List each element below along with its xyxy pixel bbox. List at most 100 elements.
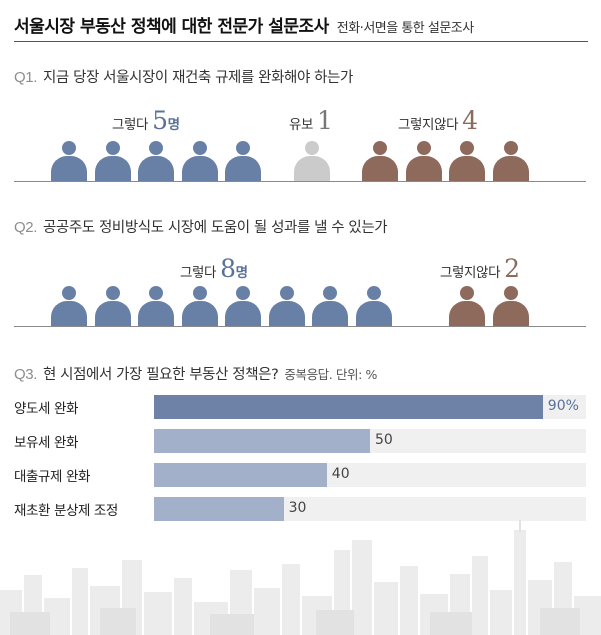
bar-category-label: 양도세 완화 (14, 401, 78, 417)
person-head (105, 286, 120, 300)
q2-baseline (14, 326, 586, 327)
person-icon-blue (137, 286, 175, 326)
person-head (503, 286, 518, 300)
person-icon-brown (492, 141, 530, 181)
person-body (405, 156, 442, 181)
bar (154, 395, 543, 419)
person-icon-gray (293, 141, 331, 181)
person-icon-blue (224, 141, 262, 181)
bar-value-label: 40 (331, 466, 350, 482)
person-head (105, 141, 120, 155)
person-head (416, 141, 431, 155)
bar-row: 재초환 분상제 조정 30 (14, 497, 586, 521)
bar-category-label: 대출규제 완화 (14, 469, 91, 485)
q3-note: 중복응답. 단위: % (284, 367, 377, 382)
person-head (503, 141, 518, 155)
person-head (460, 141, 474, 155)
q1-yes-label: 그렇다 5명 (112, 106, 180, 135)
bar-track: 40 (154, 463, 586, 487)
q1-number: Q1. (14, 69, 37, 86)
q1-text: 지금 당장 서울시장이 재건축 규제를 완화해야 하는가 (42, 70, 353, 86)
q1-undecided-count: 1 (317, 106, 333, 135)
person-body (138, 156, 174, 181)
person-head (373, 141, 387, 155)
person-head (192, 286, 207, 300)
q2-yes-label: 그렇다 8명 (180, 254, 248, 283)
person-icon-blue (224, 286, 262, 326)
bar (154, 463, 327, 487)
q2-number: Q2. (14, 219, 37, 236)
bar-value-label: 50 (375, 432, 393, 448)
person-body (138, 301, 174, 326)
person-head (192, 141, 207, 155)
bar (154, 429, 370, 453)
person-body (51, 301, 87, 326)
chart-title: 서울시장 부동산 정책에 대한 전문가 설문조사 (14, 17, 329, 37)
person-head (236, 141, 250, 155)
person-icon-blue (94, 141, 132, 181)
person-head (236, 286, 250, 300)
person-icon-blue (50, 286, 88, 326)
person-body (294, 156, 330, 181)
person-head (305, 141, 319, 155)
q2-question: Q2. 공공주도 정비방식도 시장에 도움이 될 성과를 낼 수 있는가 (14, 216, 388, 237)
q3-question: Q3. 현 시점에서 가장 필요한 부동산 정책은? 중복응답. 단위: % (14, 363, 377, 384)
person-body (449, 301, 485, 326)
person-head (366, 286, 381, 300)
person-body (268, 301, 305, 326)
bar (154, 497, 284, 521)
q1-no-label: 그렇지않다 4 (398, 106, 478, 135)
person-head (149, 141, 163, 155)
q1-no-count: 4 (462, 106, 478, 135)
bar-track: 90% (154, 395, 586, 419)
q3-number: Q3. (14, 366, 37, 383)
q3-text: 현 시점에서 가장 필요한 부동산 정책은? (42, 367, 279, 383)
title-row: 서울시장 부동산 정책에 대한 전문가 설문조사 전화·서면을 통한 설문조사 (14, 12, 588, 42)
q1-no-text: 그렇지않다 (398, 117, 459, 133)
person-icon-blue (181, 286, 219, 326)
person-icon-brown (405, 141, 443, 181)
person-head (62, 141, 76, 155)
bar-category-label: 보유세 완화 (14, 435, 78, 451)
q1-yes-unit: 명 (167, 117, 180, 133)
person-body (449, 156, 485, 181)
person-body (312, 301, 348, 326)
person-head (460, 286, 474, 300)
person-body (492, 301, 529, 326)
q2-yes-unit: 명 (235, 265, 248, 281)
bar-row: 대출규제 완화 40 (14, 463, 586, 487)
person-icon-blue (94, 286, 132, 326)
person-body (492, 156, 529, 181)
person-head (279, 286, 294, 300)
person-body (94, 156, 131, 181)
person-body (355, 301, 392, 326)
q2-text: 공공주도 정비방식도 시장에 도움이 될 성과를 낼 수 있는가 (42, 220, 388, 236)
q1-yes-text: 그렇다 (112, 117, 149, 133)
q1-yes-count: 5 (152, 106, 168, 135)
q1-baseline (14, 181, 586, 182)
person-body (181, 156, 218, 181)
person-icon-blue (181, 141, 219, 181)
bar-category-label: 재초환 분상제 조정 (14, 503, 118, 519)
bar-row: 양도세 완화 90% (14, 395, 586, 419)
person-body (94, 301, 131, 326)
bar-track: 50 (154, 429, 586, 453)
q2-no-count: 2 (504, 254, 520, 283)
person-icon-blue (355, 286, 393, 326)
city-skyline-illustration (0, 520, 601, 635)
person-body (225, 156, 261, 181)
person-body (362, 156, 398, 181)
q2-no-label: 그렇지않다 2 (440, 254, 520, 283)
person-icon-brown (448, 286, 486, 326)
person-head (323, 286, 337, 300)
person-head (62, 286, 76, 300)
person-icon-brown (448, 141, 486, 181)
chart-subtitle: 전화·서면을 통한 설문조사 (336, 21, 474, 36)
q2-yes-text: 그렇다 (180, 265, 217, 281)
person-head (149, 286, 163, 300)
bar-value-label: 30 (288, 500, 307, 516)
q2-yes-count: 8 (220, 254, 236, 283)
bar-row: 보유세 완화 50 (14, 429, 586, 453)
bar-value-label: 90% (547, 398, 579, 414)
person-body (181, 301, 218, 326)
